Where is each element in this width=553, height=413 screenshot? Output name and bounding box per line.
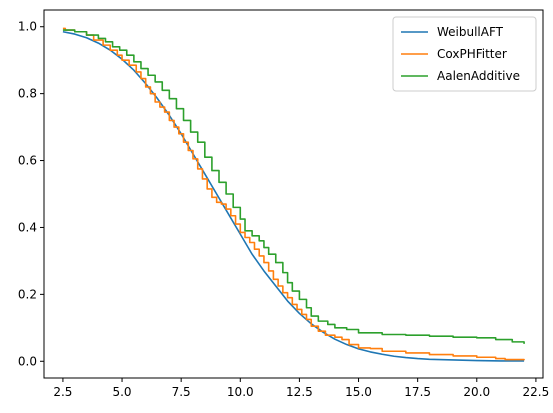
x-tick-label: 17.5 — [404, 385, 431, 399]
x-tick-label: 20.0 — [463, 385, 490, 399]
x-tick-label: 22.5 — [523, 385, 550, 399]
x-axis: 2.5 5.0 7.5 10.0 12.5 15.0 17.5 20.0 22.5 — [53, 378, 549, 399]
x-tick-label: 2.5 — [53, 385, 72, 399]
x-tick-label: 7.5 — [172, 385, 191, 399]
legend-label: CoxPHFitter — [437, 47, 507, 61]
x-tick-label: 10.0 — [227, 385, 254, 399]
legend-label: WeibullAFT — [437, 25, 504, 39]
y-tick-label: 0.2 — [18, 287, 37, 301]
y-tick-label: 1.0 — [18, 20, 37, 34]
y-tick-label: 0.8 — [18, 87, 37, 101]
y-tick-label: 0.4 — [18, 220, 37, 234]
y-tick-label: 0.6 — [18, 154, 37, 168]
x-tick-label: 5.0 — [112, 385, 131, 399]
y-tick-label: 0.0 — [18, 354, 37, 368]
x-tick-label: 12.5 — [286, 385, 313, 399]
legend-label: AalenAdditive — [437, 69, 520, 83]
y-axis: 0.0 0.2 0.4 0.6 0.8 1.0 — [18, 20, 44, 369]
x-tick-label: 15.0 — [345, 385, 372, 399]
legend: WeibullAFT CoxPHFitter AalenAdditive — [393, 17, 536, 91]
